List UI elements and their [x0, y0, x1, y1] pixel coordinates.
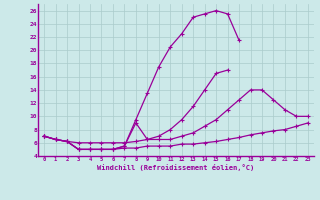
X-axis label: Windchill (Refroidissement éolien,°C): Windchill (Refroidissement éolien,°C) — [97, 164, 255, 171]
